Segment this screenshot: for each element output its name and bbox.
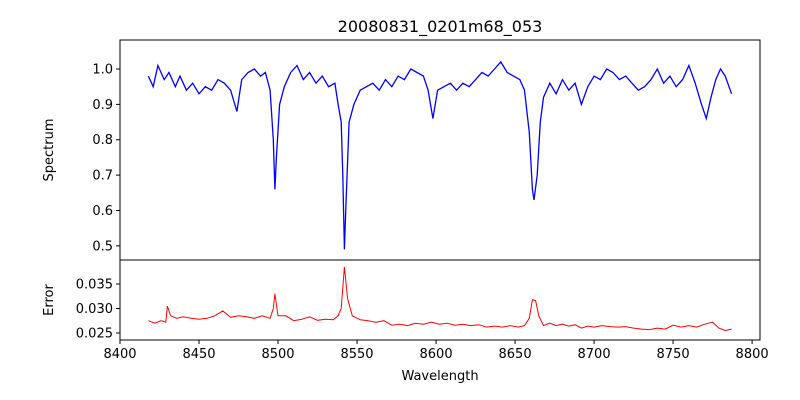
y-tick-label: 0.9 — [92, 98, 113, 113]
axes-frame — [119, 39, 761, 261]
x-tick-label: 8550 — [340, 347, 373, 362]
series-line — [148, 266, 732, 332]
y-tick-label: 0.6 — [92, 204, 113, 219]
error-panel: 0.025 0.030 0.035 8400 8450 8500 8550 8600 8650 8… — [76, 259, 769, 362]
y-tick-label: 0.030 — [76, 302, 113, 317]
y-tick-label: 0.5 — [92, 239, 113, 254]
x-tick-label: 8500 — [261, 347, 294, 362]
y-tick-label: 0.035 — [76, 278, 113, 293]
x-tick-label: 8450 — [182, 347, 215, 362]
x-tick-label: 8700 — [578, 347, 611, 362]
y-axis-label-spectrum: Spectrum — [42, 119, 57, 182]
spectrum-panel: 0.5 0.6 0.7 0.8 0.9 1.0 — [92, 39, 761, 261]
y-tick-label: 0.025 — [76, 326, 113, 341]
x-axis-label: Wavelength — [401, 369, 478, 384]
y-tick-label: 1.0 — [92, 63, 113, 78]
axes-frame — [119, 259, 761, 341]
x-tick-label: 8650 — [499, 347, 532, 362]
x-tick-label: 8800 — [736, 347, 769, 362]
y-tick-label: 0.8 — [92, 133, 113, 148]
y-tick-label: 0.7 — [92, 169, 113, 184]
chart-title: 20080831_0201m68_053 — [338, 17, 543, 37]
x-tick-label: 8400 — [103, 347, 136, 362]
y-axis-label-error: Error — [42, 284, 57, 316]
x-tick-label: 8600 — [420, 347, 453, 362]
series-line — [147, 60, 733, 250]
x-tick-label: 8750 — [657, 347, 690, 362]
